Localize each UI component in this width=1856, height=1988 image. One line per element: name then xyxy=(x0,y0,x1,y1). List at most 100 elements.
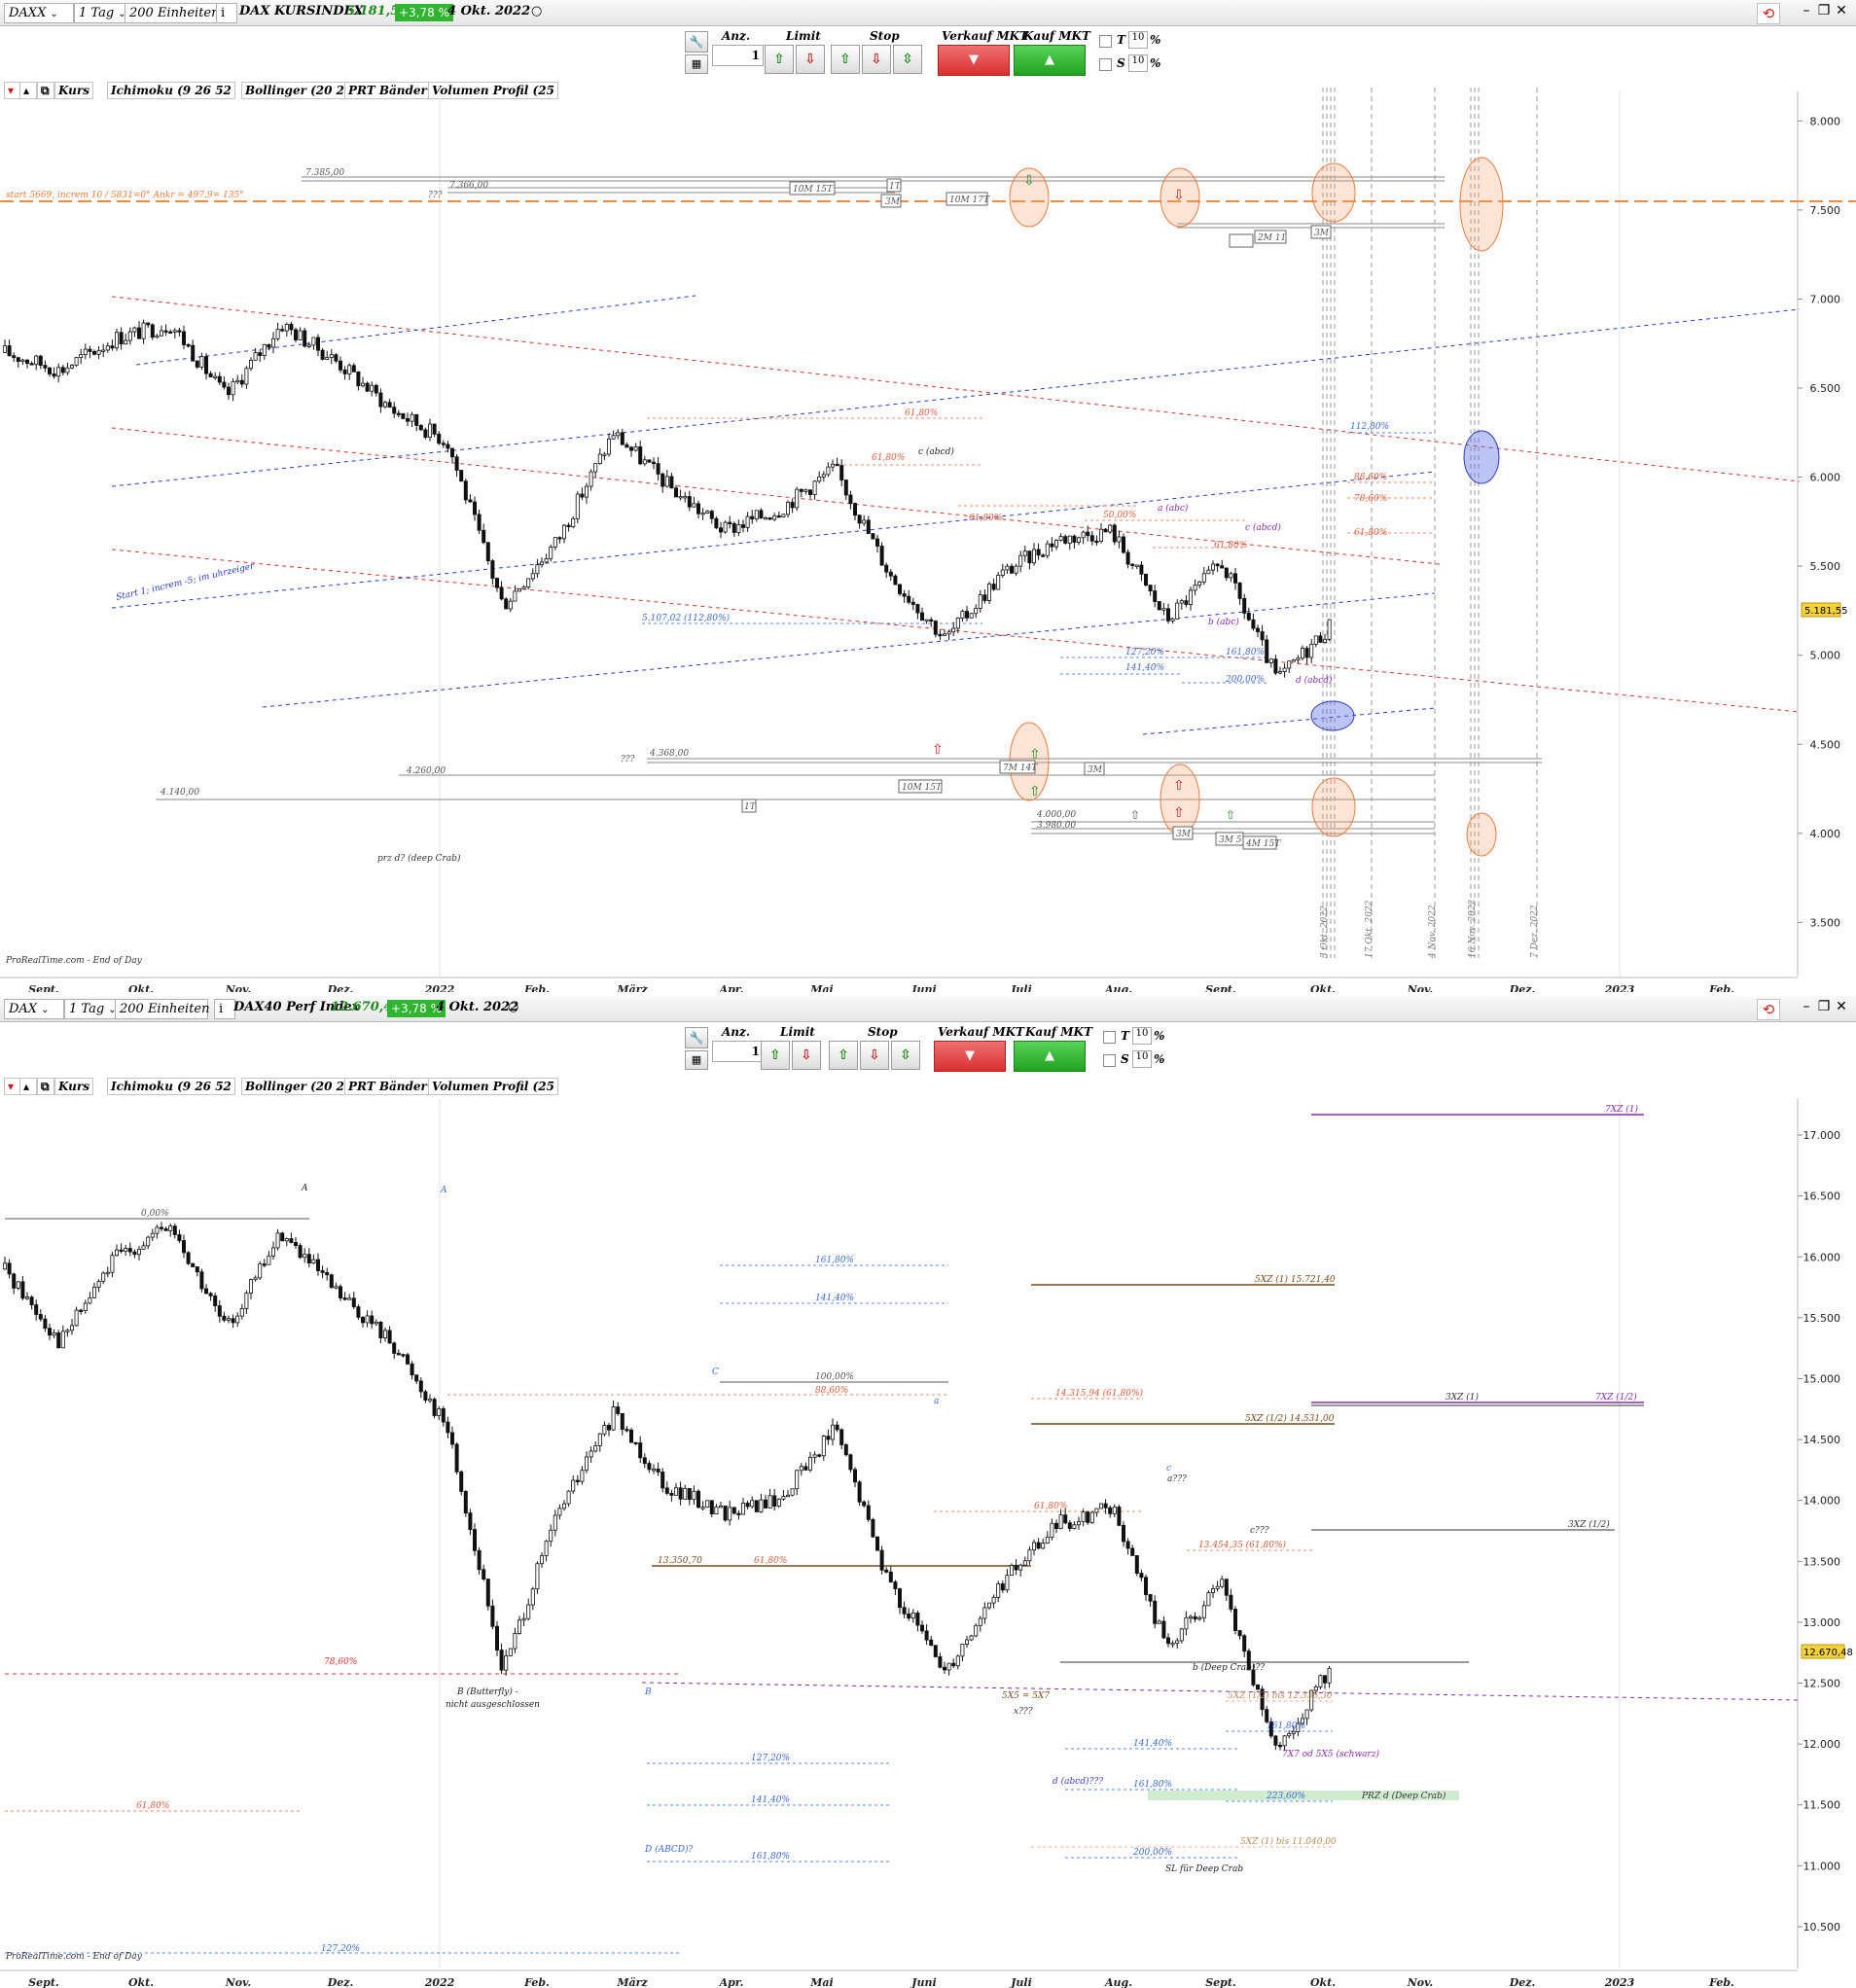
t-input[interactable]: 10 xyxy=(1132,1027,1152,1045)
candle-body xyxy=(181,331,186,345)
candle-body xyxy=(208,1293,213,1296)
candle-body xyxy=(1220,1579,1225,1587)
chevron-down-icon: ⌄ xyxy=(108,1005,117,1015)
symbol-select[interactable]: DAX ⌄ xyxy=(4,999,64,1019)
close-icon[interactable]: ✕ xyxy=(1836,3,1847,18)
candle-body xyxy=(482,529,486,544)
interval-select[interactable]: 1 Tag ⌄ xyxy=(74,3,128,23)
restore-icon[interactable]: ❐ xyxy=(1817,999,1831,1014)
candle-body xyxy=(1063,1514,1068,1524)
stop-sell-icon[interactable]: ⇩ xyxy=(862,45,891,74)
candle-body xyxy=(741,524,746,528)
minimize-icon[interactable]: – xyxy=(1802,3,1810,18)
bottom-price-chart[interactable]: A A C B a c a??? c??? x??? 0,00% 161,80%… xyxy=(0,996,1856,1988)
candle-body xyxy=(910,1613,915,1619)
svg-text:⇧: ⇧ xyxy=(1173,805,1185,821)
stop-buy-icon[interactable]: ⇧ xyxy=(831,45,860,74)
limit-sell-icon[interactable]: ⇩ xyxy=(792,1041,821,1070)
candle-body xyxy=(1086,531,1090,537)
candle-body xyxy=(669,1492,674,1496)
t-input[interactable]: 10 xyxy=(1128,31,1148,49)
indicator-item[interactable]: Kurs xyxy=(54,82,93,99)
candle-body xyxy=(571,1479,576,1492)
candle-body xyxy=(1122,536,1126,553)
candle-body xyxy=(683,1488,688,1500)
stop-limit-icon[interactable]: ⇳ xyxy=(891,1041,920,1070)
candle-body xyxy=(660,1472,665,1489)
buy-market-button[interactable]: ▲ xyxy=(1014,1041,1086,1072)
status-circle-icon: ○ xyxy=(531,4,543,18)
s-checkbox[interactable] xyxy=(1103,1054,1116,1067)
t-checkbox[interactable] xyxy=(1103,1031,1116,1044)
indicator-item[interactable]: Ichimoku (9 26 52 xyxy=(107,82,235,99)
quantity-input[interactable]: 1 xyxy=(712,1041,764,1062)
layers-icon[interactable]: ⧉ xyxy=(37,1078,54,1095)
candle-body xyxy=(303,1254,307,1259)
channel-label: Start 1; increm -5; im uhrzeiger xyxy=(115,561,256,603)
candle-body xyxy=(607,438,612,455)
close-icon[interactable]: ✕ xyxy=(1836,999,1847,1014)
indicator-item[interactable]: Volumen Profil (25 xyxy=(428,1078,558,1095)
remove-icon[interactable]: ▾ xyxy=(4,1078,21,1095)
t-checkbox[interactable] xyxy=(1099,35,1112,48)
add-icon[interactable]: ▴ xyxy=(19,82,37,99)
keypad-icon[interactable]: ▦ xyxy=(685,1050,708,1070)
indicator-item[interactable]: PRT Bänder xyxy=(344,1078,431,1095)
info-icon[interactable]: i xyxy=(214,999,235,1019)
refresh-icon[interactable]: ⟲ xyxy=(1757,999,1780,1020)
wrench-icon[interactable]: 🔧 xyxy=(685,1027,708,1048)
layers-icon[interactable]: ⧉ xyxy=(37,82,54,99)
buy-market-button[interactable]: ▲ xyxy=(1014,45,1086,76)
candle-body xyxy=(1224,1579,1229,1596)
y-tick-label: 12.500 xyxy=(1803,1678,1841,1690)
x-tick-label: 2023 xyxy=(1604,983,1635,992)
indicator-item[interactable]: Bollinger (20 2 xyxy=(241,1078,348,1095)
refresh-icon[interactable]: ⟲ xyxy=(1757,3,1780,24)
candle-body xyxy=(1010,1565,1015,1577)
sell-market-button[interactable]: ▼ xyxy=(938,45,1010,76)
top-price-chart[interactable]: ⇩ ⇩ ⇧ ⇧ ⇧ ⇧ ⇧ ⇧ ⇧ start 56 xyxy=(0,0,1856,992)
s-input[interactable]: 10 xyxy=(1132,1050,1152,1068)
interval-select[interactable]: 1 Tag ⌄ xyxy=(64,999,119,1019)
candle-body xyxy=(235,379,240,383)
wave-label: c (abcd) xyxy=(1245,522,1281,533)
keypad-icon[interactable]: ▦ xyxy=(685,54,708,74)
stop-buy-icon[interactable]: ⇧ xyxy=(829,1041,858,1070)
candle-body xyxy=(1041,1543,1046,1549)
indicator-item[interactable]: Ichimoku (9 26 52 xyxy=(107,1078,235,1095)
symbol-select[interactable]: DAXX ⌄ xyxy=(4,3,74,23)
candle-body xyxy=(414,413,419,426)
candle-body xyxy=(687,1488,692,1501)
units-select[interactable]: 200 Einheiten⌄ xyxy=(115,999,222,1019)
indicator-item[interactable]: PRT Bänder xyxy=(344,82,431,99)
s-input[interactable]: 10 xyxy=(1128,54,1148,72)
indicator-item[interactable]: Volumen Profil (25 xyxy=(428,82,558,99)
stop-limit-icon[interactable]: ⇳ xyxy=(893,45,922,74)
candle-body xyxy=(1010,565,1015,574)
limit-buy-icon[interactable]: ⇧ xyxy=(761,1041,790,1070)
quantity-input[interactable]: 1 xyxy=(712,45,764,66)
s-checkbox[interactable] xyxy=(1099,58,1112,71)
svg-text:⇧: ⇧ xyxy=(1173,778,1185,794)
candle-body xyxy=(1265,1709,1269,1722)
candle-body xyxy=(803,1466,808,1471)
candle-body xyxy=(843,1444,848,1456)
wrench-icon[interactable]: 🔧 xyxy=(685,31,708,53)
candle-body xyxy=(38,1314,43,1320)
sell-market-button[interactable]: ▼ xyxy=(934,1041,1006,1072)
indicator-item[interactable]: Kurs xyxy=(54,1078,93,1095)
minimize-icon[interactable]: – xyxy=(1802,999,1810,1014)
fib-label: 13.350,70 xyxy=(658,1556,702,1566)
limit-buy-icon[interactable]: ⇧ xyxy=(765,45,794,74)
candle-body xyxy=(1144,573,1149,586)
candle-body xyxy=(943,1666,947,1671)
wave-label: a xyxy=(934,1397,939,1406)
limit-sell-icon[interactable]: ⇩ xyxy=(796,45,825,74)
stop-sell-icon[interactable]: ⇩ xyxy=(860,1041,889,1070)
add-icon[interactable]: ▴ xyxy=(19,1078,37,1095)
indicator-item[interactable]: Bollinger (20 2 xyxy=(241,82,348,99)
info-icon[interactable]: i xyxy=(216,3,237,23)
candle-body xyxy=(786,1494,791,1498)
restore-icon[interactable]: ❐ xyxy=(1817,3,1831,18)
candle-body xyxy=(540,561,545,566)
